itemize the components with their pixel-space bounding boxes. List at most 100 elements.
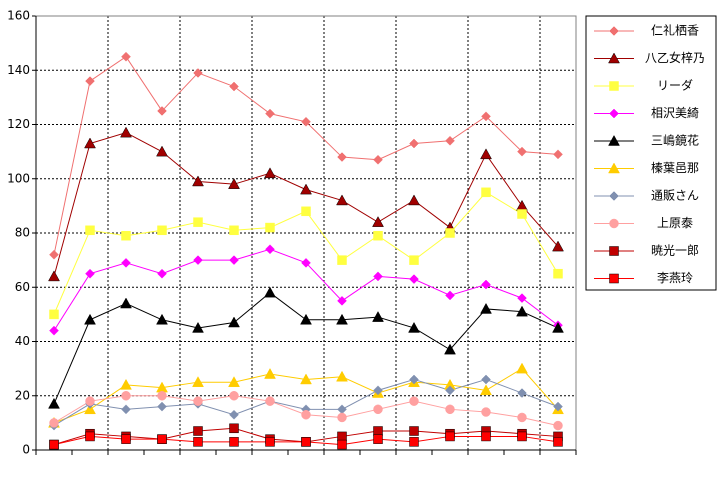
marker xyxy=(373,271,383,282)
marker xyxy=(608,134,620,146)
marker xyxy=(481,374,491,385)
marker xyxy=(608,52,620,64)
marker xyxy=(157,434,167,444)
marker xyxy=(48,397,60,409)
marker xyxy=(373,434,383,444)
marker xyxy=(552,240,564,252)
marker xyxy=(336,194,348,206)
marker xyxy=(553,149,563,160)
y-tick-label: 160 xyxy=(7,9,30,23)
marker xyxy=(193,217,203,227)
marker xyxy=(409,138,419,149)
marker xyxy=(120,378,132,390)
marker xyxy=(409,437,419,447)
marker xyxy=(609,108,619,119)
legend-label: 上原泰 xyxy=(657,216,693,230)
marker xyxy=(517,388,527,398)
marker xyxy=(553,437,563,447)
marker xyxy=(192,376,204,387)
marker xyxy=(337,431,347,442)
legend-label: 八乙女梓乃 xyxy=(645,50,705,65)
marker xyxy=(445,135,455,146)
y-tick-label: 80 xyxy=(15,226,30,240)
marker xyxy=(48,270,60,282)
marker xyxy=(517,146,527,157)
marker xyxy=(553,401,563,412)
marker xyxy=(337,439,347,450)
marker xyxy=(609,26,619,36)
marker xyxy=(84,403,96,415)
marker xyxy=(337,255,347,265)
marker xyxy=(229,391,239,401)
marker xyxy=(49,325,59,336)
marker xyxy=(84,137,96,149)
marker xyxy=(337,412,347,423)
marker xyxy=(300,183,312,195)
legend-label: 三嶋鏡花 xyxy=(651,133,699,148)
marker xyxy=(193,437,203,447)
marker xyxy=(553,268,563,279)
marker xyxy=(193,255,203,265)
marker xyxy=(300,313,312,325)
marker xyxy=(229,225,239,236)
marker xyxy=(445,385,455,396)
marker xyxy=(445,431,455,442)
marker xyxy=(481,431,491,442)
marker xyxy=(372,311,384,322)
marker xyxy=(516,305,528,317)
marker xyxy=(480,302,492,314)
marker xyxy=(84,313,96,325)
marker xyxy=(445,290,455,301)
marker xyxy=(121,434,131,444)
marker xyxy=(49,418,59,428)
marker xyxy=(49,309,59,320)
marker xyxy=(121,230,131,241)
marker xyxy=(373,230,383,241)
marker xyxy=(337,404,347,415)
marker xyxy=(121,391,131,401)
marker xyxy=(265,396,275,406)
marker xyxy=(228,178,240,189)
marker xyxy=(300,373,312,385)
marker xyxy=(516,362,528,374)
y-tick-label: 20 xyxy=(15,388,30,402)
marker xyxy=(409,255,419,265)
marker xyxy=(192,321,204,333)
marker xyxy=(157,391,167,401)
marker xyxy=(444,343,456,355)
marker xyxy=(121,404,131,415)
marker xyxy=(301,257,311,268)
y-tick-label: 100 xyxy=(7,171,30,185)
legend-label: 榛葉邑那 xyxy=(651,161,699,175)
marker xyxy=(265,222,275,233)
legend-label: 暁光一郎 xyxy=(651,244,699,258)
marker xyxy=(85,76,95,86)
marker xyxy=(409,274,419,284)
marker xyxy=(193,396,203,406)
marker xyxy=(301,206,311,217)
marker xyxy=(609,246,619,256)
marker xyxy=(301,409,311,420)
marker xyxy=(409,396,419,406)
y-tick-label: 120 xyxy=(7,117,30,131)
marker xyxy=(608,162,620,174)
marker xyxy=(609,191,619,201)
marker xyxy=(337,152,347,162)
marker xyxy=(265,244,275,255)
marker xyxy=(408,194,420,206)
marker xyxy=(193,68,203,78)
marker xyxy=(372,216,384,227)
marker xyxy=(156,145,168,157)
marker xyxy=(120,126,132,138)
marker xyxy=(373,154,383,165)
legend-label: 通販さん xyxy=(651,189,699,203)
marker xyxy=(480,148,492,160)
marker xyxy=(301,437,311,447)
marker xyxy=(85,431,95,442)
marker xyxy=(517,431,527,442)
marker xyxy=(85,396,95,406)
y-tick-label: 140 xyxy=(7,63,30,77)
marker xyxy=(517,412,527,423)
marker xyxy=(609,81,619,91)
